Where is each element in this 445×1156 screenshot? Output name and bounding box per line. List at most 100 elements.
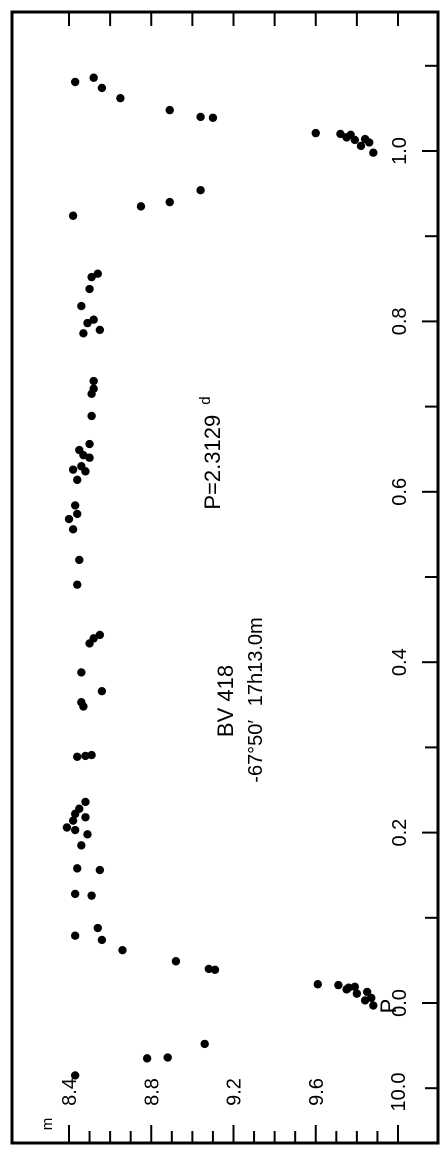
data-point	[313, 980, 323, 989]
data-point	[367, 993, 376, 1003]
period-unit: d	[197, 396, 214, 404]
data-point	[75, 804, 84, 813]
data-point	[87, 272, 96, 282]
data-point	[95, 630, 105, 640]
data-point	[369, 1001, 378, 1010]
data-point	[68, 525, 78, 534]
data-point	[352, 989, 362, 998]
data-point	[362, 987, 372, 997]
star-coordinates: -67°50′ 17h13.0m	[245, 617, 267, 782]
magnitude-tick-label: 9.6	[306, 1078, 328, 1106]
data-point	[68, 816, 78, 825]
data-point	[89, 73, 98, 82]
data-point	[93, 923, 102, 933]
svg-text:-67°50′ 17h13.0m: -67°50′ 17h13.0m	[245, 617, 267, 782]
data-point	[73, 752, 82, 761]
svg-text:P=2.3129 d: P=2.3129 d	[197, 396, 225, 509]
period-value: 2.3129	[200, 415, 225, 482]
data-point	[70, 77, 80, 87]
data-point	[70, 931, 80, 940]
data-point	[70, 889, 80, 899]
data-point	[204, 964, 214, 974]
data-point	[81, 797, 90, 807]
phase-tick-label: 0.6	[389, 478, 411, 506]
data-point	[97, 935, 107, 945]
data-point	[77, 841, 86, 850]
data-point	[165, 197, 174, 207]
data-point	[350, 982, 360, 992]
data-point	[118, 945, 127, 955]
data-point	[75, 445, 84, 455]
data-point	[68, 211, 78, 220]
data-point	[70, 501, 80, 510]
data-point	[360, 134, 370, 144]
tick-labels: 0.0 0.2 0.4 0.6 0.8 1.0 8.4 8.8 9.2 9.6 10.0	[59, 137, 411, 1111]
data-point	[83, 830, 92, 839]
data-point	[210, 965, 220, 974]
data-point	[64, 514, 74, 524]
data-point	[196, 185, 205, 195]
data-points	[62, 73, 378, 1080]
phase-tick-label: 0.0	[389, 989, 411, 1017]
data-point	[77, 698, 86, 707]
data-point	[85, 439, 94, 449]
data-point	[87, 750, 96, 760]
magnitude-tick-label: 9.2	[224, 1078, 246, 1106]
data-point	[196, 112, 205, 122]
data-point	[95, 325, 105, 335]
data-point	[136, 202, 146, 211]
data-point	[85, 284, 94, 294]
data-point	[97, 83, 107, 93]
data-point	[89, 384, 98, 393]
phase-tick-label: 1.0	[389, 137, 411, 165]
data-point	[73, 509, 82, 519]
data-point	[163, 1053, 172, 1062]
magnitude-tick-label: 8.4	[59, 1078, 81, 1106]
data-point	[62, 823, 72, 832]
data-point	[73, 475, 82, 485]
data-point	[369, 148, 378, 157]
tick-marks	[68, 12, 438, 1143]
data-point	[87, 891, 96, 900]
data-point	[89, 315, 98, 324]
phase-tick-label: 0.4	[389, 648, 411, 676]
data-point	[336, 129, 345, 139]
data-point	[116, 93, 125, 103]
data-point	[87, 411, 96, 421]
right-ascension-label: 17h13.0m	[245, 617, 267, 706]
data-point	[171, 957, 181, 966]
data-point	[142, 1054, 152, 1063]
data-point	[81, 813, 90, 822]
annotations: m P BV 418 -67°50′ 17h13.0m P=2.3129 d	[39, 396, 401, 1130]
data-point	[89, 634, 98, 643]
data-point	[68, 465, 78, 474]
data-point	[79, 329, 88, 338]
data-point	[77, 301, 86, 311]
data-point	[334, 980, 343, 990]
data-point	[208, 113, 218, 122]
data-point	[165, 105, 174, 115]
data-point	[346, 130, 355, 140]
magnitude-tick-label: 8.8	[141, 1078, 163, 1106]
data-point	[311, 128, 320, 138]
data-point	[95, 865, 105, 875]
data-point	[89, 376, 98, 386]
data-point	[73, 864, 82, 873]
data-point	[93, 269, 102, 278]
data-point	[83, 318, 92, 328]
magnitude-tick-label: 10.0	[388, 1073, 410, 1112]
data-point	[97, 686, 107, 696]
data-point	[200, 1039, 209, 1049]
declination-label: -67°50′	[245, 720, 267, 783]
data-point	[356, 141, 366, 151]
data-point	[73, 580, 82, 589]
period-label: P=2.3129 d	[197, 396, 225, 509]
period-prefix: P=	[200, 482, 225, 510]
chart-title: BV 418	[213, 665, 238, 737]
plot-frame	[10, 10, 440, 1145]
y-axis-unit-label: m	[39, 1118, 56, 1131]
data-point	[77, 668, 86, 677]
data-point	[81, 751, 90, 761]
data-point	[75, 555, 84, 565]
